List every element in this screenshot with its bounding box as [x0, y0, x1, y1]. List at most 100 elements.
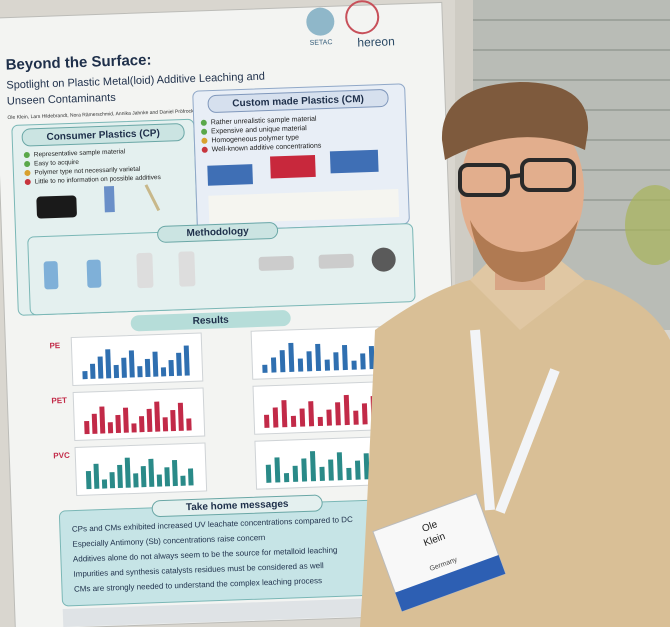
- cm-bullets: Rather unrealistic sample materialExpens…: [200, 116, 322, 154]
- bullet-text: Polymer type not necessarily varietal: [34, 166, 141, 177]
- panel-bar: [148, 458, 155, 487]
- panel-bar: [82, 371, 88, 380]
- panel-label: PET: [51, 396, 67, 406]
- takehome-header: [151, 494, 323, 518]
- panel-bar: [309, 451, 317, 482]
- poster-subtitle: Unseen Contaminants: [7, 92, 117, 108]
- panel-bar: [170, 409, 176, 432]
- panel-bar: [137, 366, 143, 378]
- panel-bar: [301, 458, 308, 482]
- panel-bar: [105, 349, 112, 379]
- panel-bar: [162, 417, 169, 432]
- cp-header: [21, 123, 185, 147]
- panel-bar: [152, 351, 159, 377]
- bullet-text: Little to no information on possible add…: [35, 174, 162, 185]
- cap: [441, 82, 589, 160]
- panel-bar: [113, 364, 120, 379]
- panel-bar: [183, 345, 190, 376]
- panel-bar: [351, 360, 357, 370]
- method-header: [157, 222, 279, 243]
- panel-bar: [328, 459, 334, 481]
- person: Ole Klein Germany: [360, 82, 670, 627]
- panel-bar: [297, 358, 304, 372]
- badge-band: [395, 554, 506, 612]
- panel-bar: [84, 420, 90, 435]
- panel-bar: [117, 464, 123, 489]
- method-heading: Methodology: [186, 226, 249, 239]
- glasses: [458, 158, 576, 197]
- panel-bar: [133, 473, 139, 488]
- panel-bar: [308, 401, 315, 427]
- panel-bar: [272, 407, 279, 428]
- head: [460, 108, 584, 272]
- panel-bar: [131, 423, 137, 433]
- method-icons: [43, 247, 396, 290]
- panel-bar: [128, 350, 135, 378]
- panel-bar: [85, 470, 92, 490]
- cm-heading: Custom made Plastics (CM): [232, 94, 364, 110]
- panel-bar: [315, 343, 322, 372]
- panel-bar: [139, 416, 145, 433]
- panel-bar: [176, 352, 182, 376]
- sample-icon: [103, 185, 115, 213]
- sample-icon: [144, 184, 161, 212]
- panel-bar: [361, 403, 368, 425]
- lanyard: [470, 329, 560, 514]
- logo: SETAC: [310, 39, 333, 47]
- panel-bar: [186, 418, 192, 431]
- bullet-dot: [24, 178, 31, 185]
- panel-bar: [353, 410, 359, 425]
- panel-bar: [279, 350, 286, 373]
- panel-bar: [274, 457, 281, 483]
- cp-heading: Consumer Plastics (CP): [46, 128, 160, 143]
- panel-bar: [306, 351, 313, 372]
- plant: [625, 185, 670, 265]
- bullet-text: Rather unrealistic sample material: [211, 116, 317, 127]
- bullet-dot: [201, 146, 208, 153]
- panel-bar: [336, 452, 343, 481]
- panel-bar: [180, 475, 186, 486]
- panel-bar: [264, 414, 270, 428]
- bullet-text: Well-known additive concentrations: [212, 143, 322, 154]
- bullet-dot: [200, 119, 207, 126]
- panel-bar: [354, 460, 361, 480]
- panel-bar: [93, 463, 100, 489]
- panel-bar: [346, 467, 352, 481]
- panel-bar: [154, 401, 161, 432]
- badge: Ole Klein Germany: [372, 493, 507, 613]
- sample-tiles: [207, 149, 400, 224]
- panel-bar: [335, 402, 341, 426]
- panel-bar: [101, 479, 108, 489]
- panel-bar: [265, 464, 272, 483]
- panel-bar: [188, 468, 194, 486]
- panel-bar: [333, 352, 339, 371]
- poster-title: Beyond the Surface:: [5, 52, 151, 74]
- panel-bar: [171, 459, 178, 487]
- panel-bar: [326, 409, 332, 426]
- panel-bar: [368, 346, 375, 370]
- bullet-dot: [23, 152, 30, 159]
- panel-bar: [144, 358, 151, 377]
- panel-label: PE: [49, 341, 61, 350]
- panel-bar: [156, 474, 163, 487]
- bullet-text: Easy to acquire: [34, 159, 79, 168]
- beard: [470, 220, 578, 282]
- panel-bar: [115, 414, 121, 434]
- bullet-dot: [201, 137, 208, 144]
- bullet-dot: [24, 169, 31, 176]
- bullet-text: Representative sample material: [34, 148, 126, 158]
- panel-bar: [299, 408, 306, 427]
- panel-bar: [341, 344, 348, 371]
- panel-bar: [109, 472, 116, 489]
- panel-bar: [146, 408, 153, 432]
- panel-bar: [160, 367, 167, 377]
- panel-bar: [324, 359, 331, 371]
- panel-bar: [283, 473, 290, 483]
- panel-bar: [121, 357, 127, 378]
- panel-bar: [168, 360, 175, 377]
- panel-label: PVC: [53, 451, 70, 461]
- bullet-text: Expensive and unique material: [211, 125, 307, 135]
- badge-first-name: Ole: [421, 519, 440, 535]
